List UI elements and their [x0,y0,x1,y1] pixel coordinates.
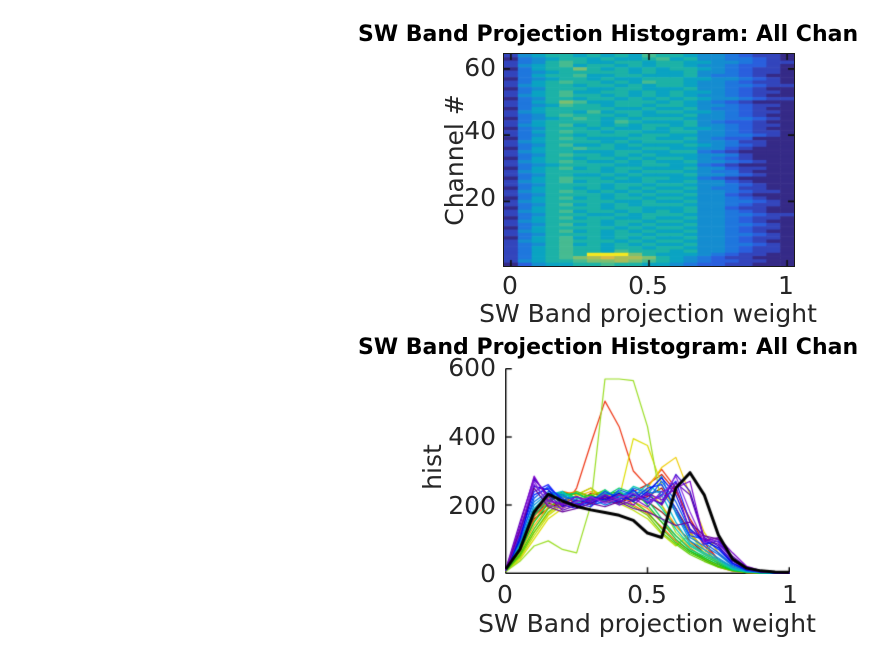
bottom-x-tick-0: 0 [497,580,513,609]
bottom-y-tick-400: 400 [448,422,496,451]
top-y-tick-40: 40 [464,116,496,145]
bottom-x-axis-label: SW Band projection weight [478,609,816,638]
top-x-tick-1: 1 [778,271,794,300]
bottom-x-tick-1: 1 [782,580,798,609]
heatmap-image [503,53,795,267]
top-x-tick-0: 0 [502,271,518,300]
bottom-y-tick-0: 0 [480,559,496,588]
top-y-tick-60: 60 [464,53,496,82]
bottom-y-tick-600: 600 [448,353,496,382]
line-plot [505,368,790,574]
bottom-x-tick-05: 0.5 [627,580,667,609]
bottom-y-tick-200: 200 [448,491,496,520]
top-y-axis-label: Channel # [440,94,469,226]
top-x-axis-label: SW Band projection weight [479,299,817,328]
bottom-chart-title: SW Band Projection Histogram: All Chan [358,335,859,360]
bottom-y-axis-label: hist [418,444,447,490]
top-y-tick-20: 20 [464,183,496,212]
top-x-tick-05: 0.5 [628,271,668,300]
top-chart-title: SW Band Projection Histogram: All Chan [358,22,859,47]
